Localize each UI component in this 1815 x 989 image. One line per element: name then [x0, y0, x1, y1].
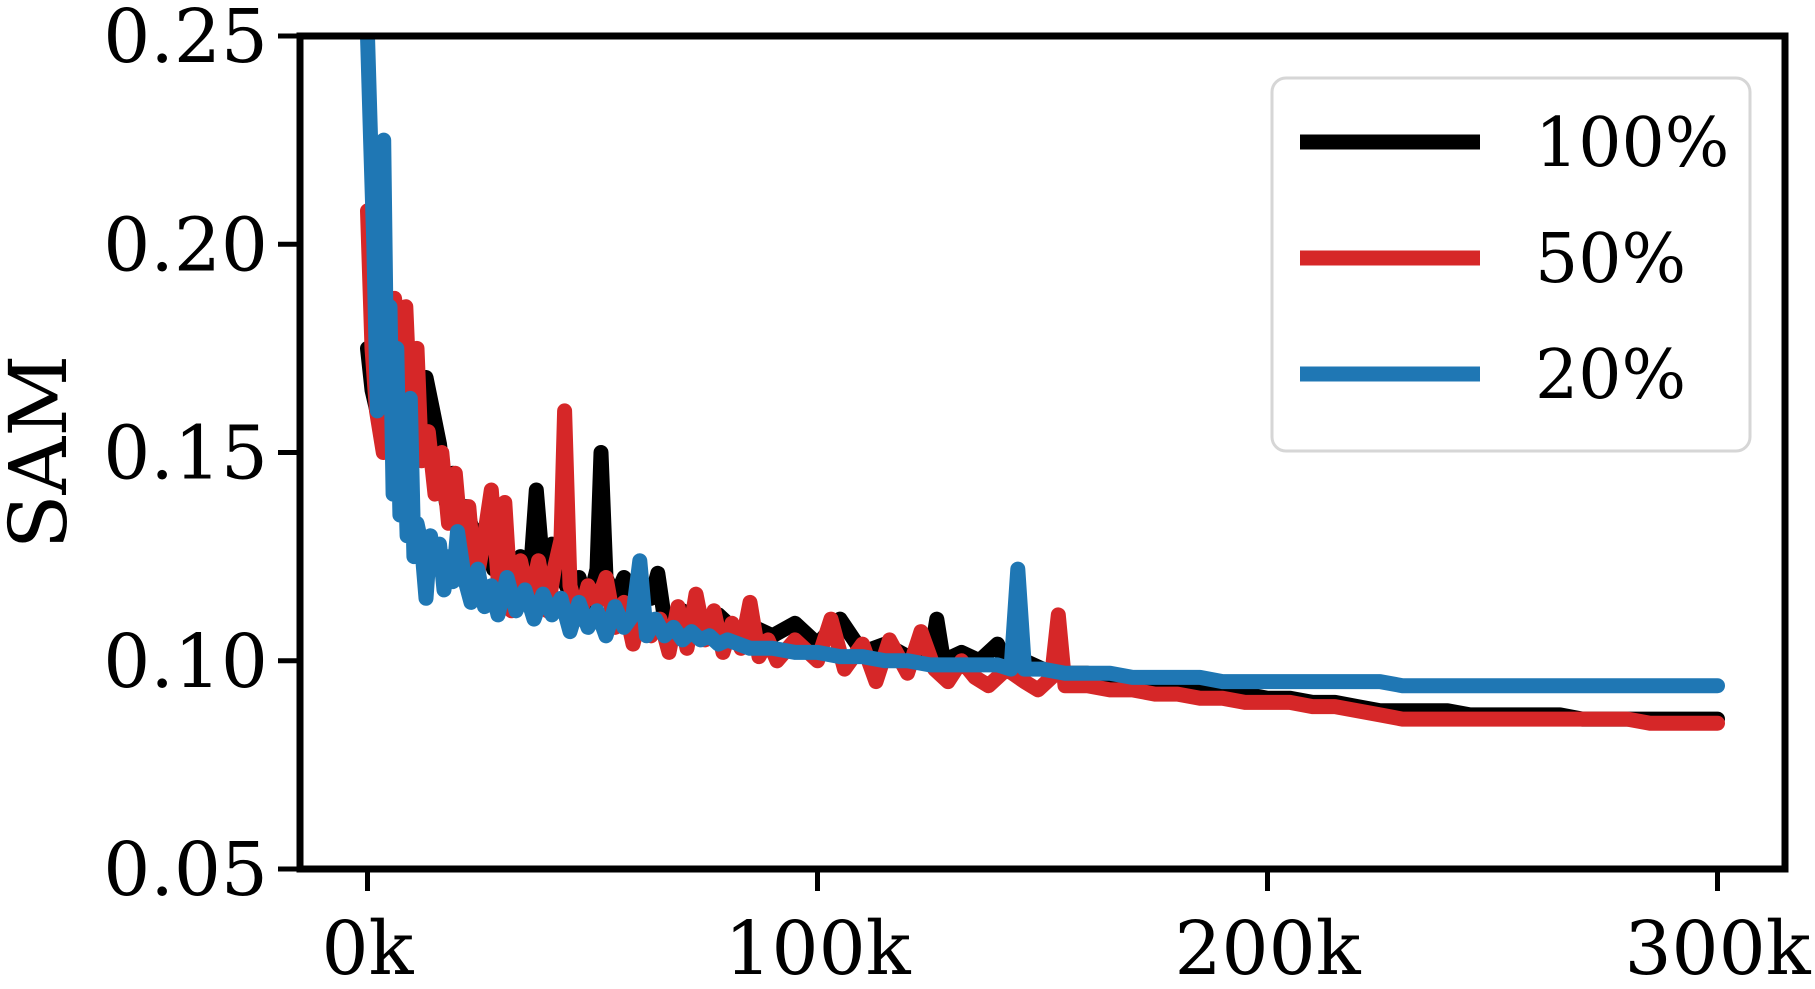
x-tick-label: 200k [1174, 906, 1361, 989]
series-line-1 [360, 203, 1725, 731]
legend-label-2: 20% [1535, 336, 1686, 415]
y-tick-label: 0.05 [103, 827, 268, 913]
legend-label-1: 50% [1535, 220, 1686, 299]
x-tick-label: 300k [1624, 906, 1811, 989]
y-tick-label: 0.15 [103, 411, 268, 497]
x-tick-label: 0k [322, 906, 415, 989]
legend: 100% 50% 20% [1270, 76, 1752, 453]
legend-label-0: 100% [1535, 104, 1729, 183]
series-layer [360, 36, 1725, 731]
legend-box [1270, 76, 1752, 453]
y-axis-label: SAM [0, 355, 85, 550]
y-tick-label: 0.10 [103, 619, 268, 705]
y-tick-label: 0.25 [103, 0, 268, 80]
x-tick-label: 100k [724, 906, 911, 989]
series-line-2 [360, 36, 1725, 694]
y-tick-label: 0.20 [103, 202, 268, 288]
axis-ticks: 0.05 0.10 0.15 0.20 0.25 0k 100k 200k 300k [103, 0, 1811, 989]
